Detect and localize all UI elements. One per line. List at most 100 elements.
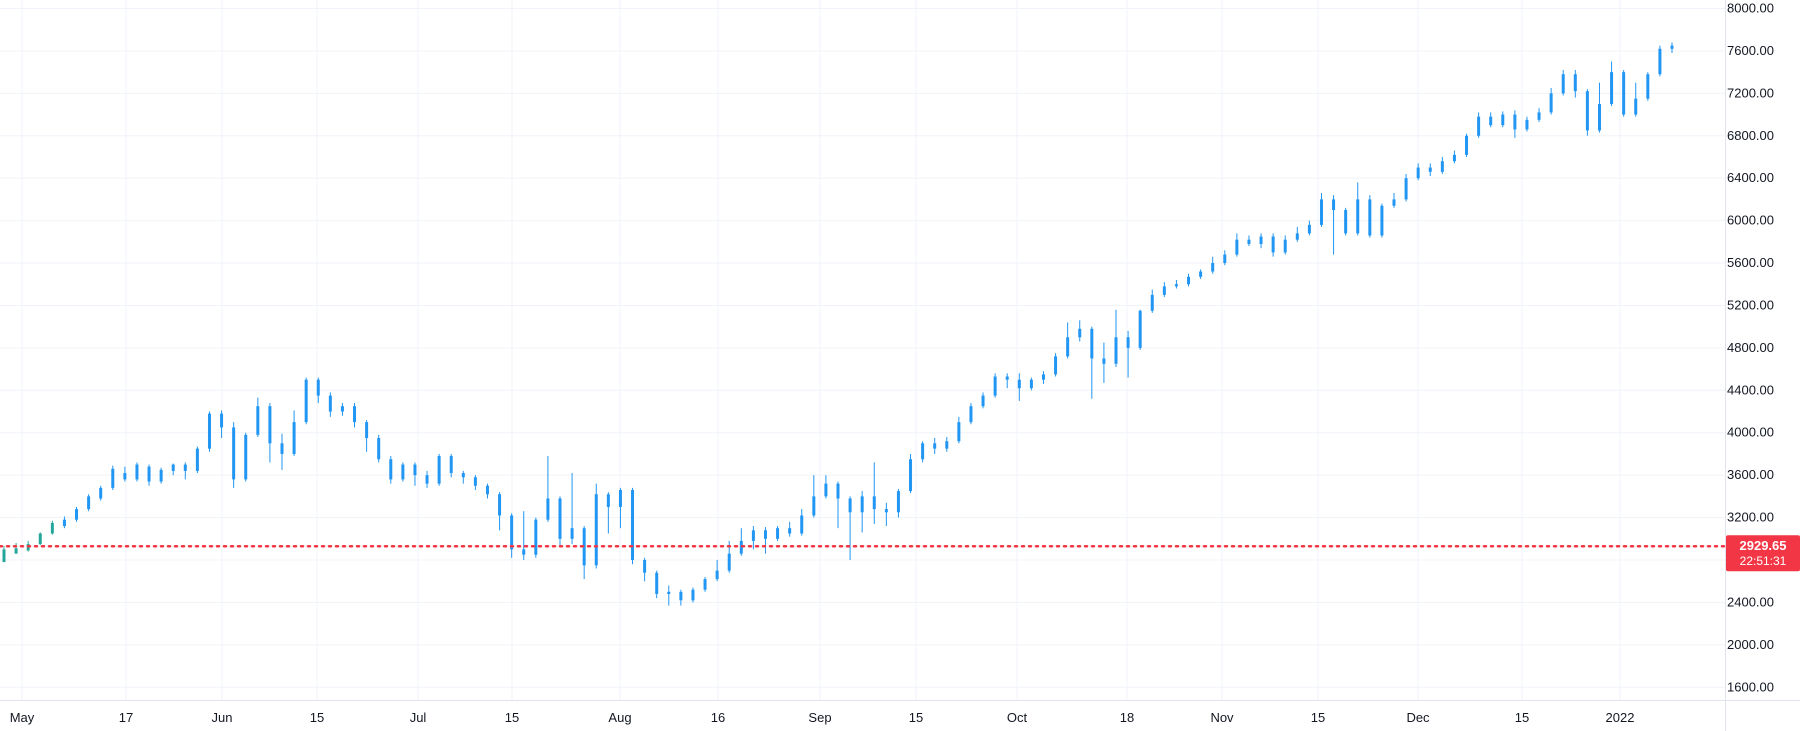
candle[interactable] <box>921 441 925 463</box>
candle[interactable] <box>498 492 502 531</box>
candle[interactable] <box>606 492 610 534</box>
candle[interactable] <box>1428 163 1432 177</box>
candle[interactable] <box>812 475 816 518</box>
candle[interactable] <box>1622 70 1626 117</box>
candle[interactable] <box>1295 226 1299 242</box>
candle[interactable] <box>1005 373 1009 389</box>
candle[interactable] <box>1658 45 1662 77</box>
candle[interactable] <box>1029 377 1033 391</box>
candle[interactable] <box>1452 150 1456 164</box>
candle[interactable] <box>1368 195 1372 238</box>
candle[interactable] <box>1332 195 1336 255</box>
candle[interactable] <box>558 496 562 546</box>
candle[interactable] <box>353 403 357 428</box>
candle[interactable] <box>788 521 792 537</box>
candle[interactable] <box>1610 61 1614 107</box>
candle[interactable] <box>147 464 151 486</box>
candle[interactable] <box>123 466 127 482</box>
candle[interactable] <box>703 576 707 592</box>
candle[interactable] <box>655 570 659 599</box>
candle[interactable] <box>1319 193 1323 227</box>
candle[interactable] <box>1162 282 1166 297</box>
candle[interactable] <box>461 470 465 484</box>
candle[interactable] <box>1211 256 1215 274</box>
candle[interactable] <box>848 496 852 560</box>
candle[interactable] <box>872 462 876 524</box>
candle[interactable] <box>75 506 79 522</box>
candle[interactable] <box>836 481 840 529</box>
candle[interactable] <box>969 403 973 425</box>
candle[interactable] <box>643 557 647 582</box>
candle[interactable] <box>449 453 453 478</box>
candle[interactable] <box>389 456 393 484</box>
candle[interactable] <box>1247 235 1251 247</box>
candle[interactable] <box>1585 89 1589 136</box>
candle[interactable] <box>87 494 91 512</box>
candle[interactable] <box>1573 70 1577 98</box>
candle[interactable] <box>691 587 695 603</box>
candle[interactable] <box>401 462 405 482</box>
candle[interactable] <box>244 432 248 482</box>
candle[interactable] <box>860 491 864 533</box>
candle[interactable] <box>207 411 211 452</box>
candle[interactable] <box>1356 182 1360 236</box>
candle[interactable] <box>510 513 514 558</box>
candle[interactable] <box>99 485 103 501</box>
candle[interactable] <box>667 585 671 606</box>
candle[interactable] <box>111 465 115 490</box>
candle[interactable] <box>232 422 236 488</box>
candle[interactable] <box>377 434 381 463</box>
candle[interactable] <box>1597 82 1601 133</box>
candle[interactable] <box>776 526 780 541</box>
candle[interactable] <box>896 488 900 518</box>
candle[interactable] <box>316 377 320 404</box>
candle[interactable] <box>909 453 913 494</box>
candle[interactable] <box>1380 203 1384 238</box>
candle[interactable] <box>1283 235 1287 255</box>
candle[interactable] <box>1259 233 1263 249</box>
candle[interactable] <box>884 502 888 527</box>
candle[interactable] <box>328 392 332 417</box>
candle[interactable] <box>1344 207 1348 236</box>
candle[interactable] <box>1513 110 1517 138</box>
candle[interactable] <box>437 453 441 486</box>
candle[interactable] <box>1670 42 1674 54</box>
candle[interactable] <box>135 462 139 482</box>
candle[interactable] <box>957 416 961 444</box>
candle[interactable] <box>1138 309 1142 350</box>
candle[interactable] <box>1199 269 1203 279</box>
candle[interactable] <box>739 528 743 556</box>
candle[interactable] <box>280 433 284 470</box>
candle[interactable] <box>546 456 550 522</box>
candle[interactable] <box>1271 233 1275 257</box>
candle[interactable] <box>159 467 163 484</box>
candle[interactable] <box>1537 108 1541 122</box>
candle[interactable] <box>1525 116 1529 132</box>
candle[interactable] <box>763 527 767 554</box>
candle[interactable] <box>993 373 997 398</box>
candle[interactable] <box>1126 330 1130 378</box>
candle[interactable] <box>715 560 719 582</box>
candle[interactable] <box>1054 353 1058 377</box>
candle[interactable] <box>1102 342 1106 383</box>
candle[interactable] <box>631 487 635 565</box>
candle[interactable] <box>1489 112 1493 128</box>
candle[interactable] <box>1150 289 1154 313</box>
candle[interactable] <box>268 403 272 463</box>
candle[interactable] <box>751 526 755 550</box>
candle[interactable] <box>618 487 622 529</box>
candle[interactable] <box>1416 163 1420 181</box>
candle[interactable] <box>340 403 344 416</box>
candle[interactable] <box>195 446 199 474</box>
candle[interactable] <box>1223 250 1227 266</box>
candle[interactable] <box>522 511 526 560</box>
candle[interactable] <box>50 520 54 535</box>
candle[interactable] <box>933 438 937 454</box>
candle[interactable] <box>1307 220 1311 236</box>
candle[interactable] <box>1501 111 1505 128</box>
candle[interactable] <box>1549 88 1553 115</box>
candle[interactable] <box>1066 322 1070 359</box>
candle[interactable] <box>945 436 949 452</box>
candle[interactable] <box>1634 82 1638 117</box>
